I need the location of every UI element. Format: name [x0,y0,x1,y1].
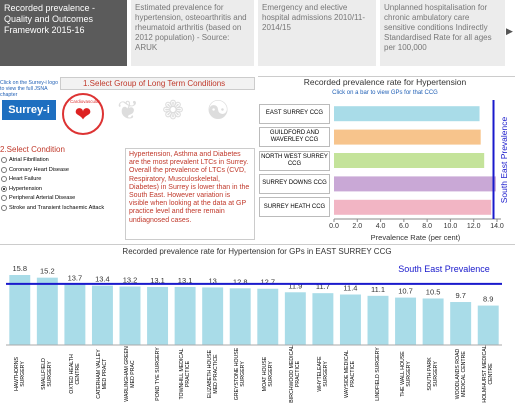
condition-option[interactable]: Atrial Fibrillation [0,156,124,165]
x-tick-label: 8.0 [422,223,432,230]
bar[interactable] [422,298,444,345]
bar[interactable] [64,284,86,345]
logo[interactable]: Surrey-i [2,100,56,120]
value-label: 12.8 [233,277,248,286]
bar[interactable] [334,106,480,122]
scroll-arrow[interactable]: ▶ [506,26,513,36]
chart-title: Recorded prevalence rate for Hypertensio… [304,77,467,87]
bar[interactable] [477,305,499,345]
value-label: 11.7 [316,282,330,291]
bar[interactable] [334,199,492,215]
x-tick-label: 14.0 [490,223,504,230]
value-label: 15.8 [12,264,27,273]
heart-icon: ❤ [74,104,92,126]
chart-subtitle: Click on a bar to view GPs for that CCG [332,90,438,96]
bar[interactable] [339,294,361,345]
reference-label: South East Prevalence [499,117,509,204]
value-label: 13 [208,276,216,285]
x-tick-label: 12.0 [467,223,481,230]
value-label: 13.4 [95,275,110,284]
bar[interactable] [147,286,169,345]
value-label: 11.9 [288,281,302,290]
x-tick-label: 2.0 [352,223,362,230]
tab[interactable]: Emergency and elective hospital admissio… [258,0,376,66]
value-label: 12.7 [260,278,275,287]
logo-hint: Click on the Surrey-i logo to view the f… [0,80,58,98]
value-label: 9.7 [455,291,465,300]
x-tick-label: 10.0 [444,223,458,230]
radio[interactable] [1,157,7,163]
value-label: 13.2 [123,276,138,285]
bar[interactable] [334,176,496,192]
chart-title: Recorded prevalence rate for Hypertensio… [122,247,391,256]
x-tick-label: 6.0 [399,223,409,230]
icon-kidney[interactable]: ❁ [162,95,184,125]
reference-label: South East Prevalence [398,264,490,274]
value-label: 13.1 [150,276,165,285]
value-label: 13.1 [178,276,193,285]
radio[interactable] [1,176,7,182]
value-label: 10.7 [398,287,413,296]
condition-option[interactable]: Coronary Heart Disease [0,166,124,175]
condition-option[interactable]: Stroke and Transient Ischaemic Attack [0,204,124,213]
bar[interactable] [450,302,472,345]
value-label: 10.5 [426,287,441,296]
tab[interactable]: Estimated prevalence for hypertension, o… [131,0,254,66]
bar[interactable] [91,285,113,345]
condition-heading: 2.Select Condition [0,145,65,154]
bar[interactable] [257,288,279,345]
bar[interactable] [202,287,224,345]
divider [0,244,515,245]
bar[interactable] [9,275,31,345]
condition-list: Atrial Fibrillation Coronary Heart Diseas… [0,156,124,216]
tab[interactable]: Recorded prevalence - Quality and Outcom… [0,0,127,66]
radio[interactable] [1,204,7,211]
bar[interactable] [334,129,481,145]
group-heading: 1.Select Group of Long Term Conditions [60,77,255,90]
radio[interactable] [1,185,7,192]
bar[interactable] [229,288,251,345]
icon-label: Cardiovascular [70,99,101,104]
value-label: 8.9 [483,295,493,304]
bar[interactable] [395,297,417,345]
bar[interactable] [36,277,58,345]
bar[interactable] [334,153,485,168]
radio[interactable] [1,195,7,201]
radio[interactable] [1,166,7,173]
value-label: 11.4 [343,283,357,292]
bar[interactable] [312,293,334,345]
value-label: 11.1 [371,285,385,294]
condition-option[interactable]: Hypertension [0,185,124,194]
condition-option[interactable]: Peripheral Arterial Disease [0,194,124,203]
icon-cardio[interactable]: Cardiovascular ❤ [62,93,104,135]
tab[interactable]: Unplanned hospitalisation for chronic am… [380,0,505,66]
bar[interactable] [367,295,389,345]
x-tick-label: 0.0 [329,223,339,230]
summary: Hypertension, Asthma and Diabetes are th… [125,148,255,240]
icon-body[interactable]: ☯ [206,95,230,125]
bar[interactable] [174,286,196,345]
condition-option[interactable]: Heart Failure [0,175,124,184]
x-tick-label: 4.0 [376,223,386,230]
bar[interactable] [119,286,141,345]
value-label: 15.2 [40,267,55,276]
icon-respiratory[interactable]: ❦ [117,95,139,125]
value-label: 13.7 [68,273,83,282]
bar[interactable] [284,292,306,345]
x-axis-label: Prevalence Rate (per cent) [371,233,461,242]
divider [258,76,515,77]
